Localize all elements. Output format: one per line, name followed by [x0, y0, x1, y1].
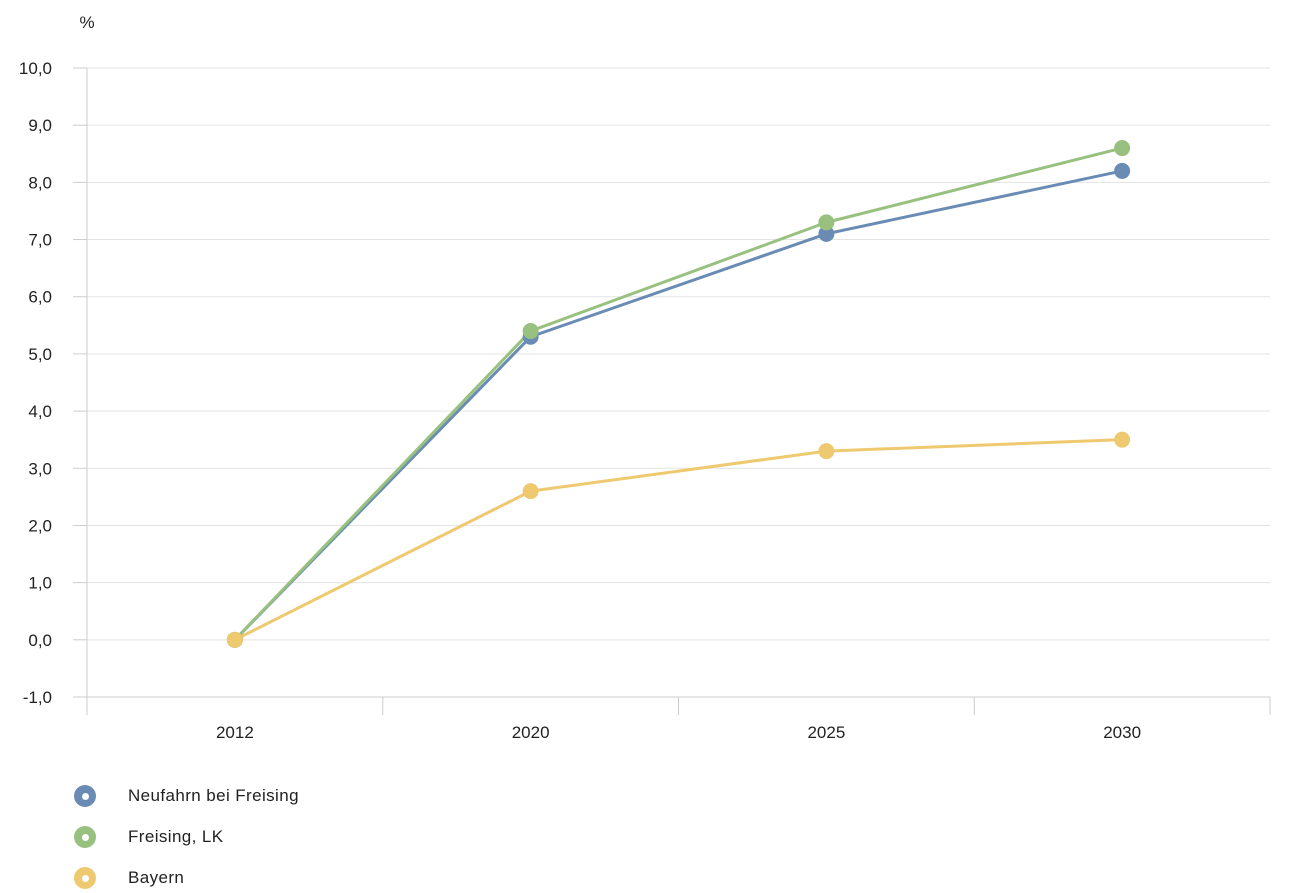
legend-marker-icon [74, 867, 96, 889]
y-tick-label: -1,0 [23, 688, 52, 707]
series-line [233, 146, 1124, 642]
legend-label: Bayern [128, 868, 185, 887]
x-tick-label: 2030 [1103, 723, 1141, 742]
y-tick-label: 3,0 [28, 459, 52, 478]
x-tick-label: 2012 [216, 723, 254, 742]
series-line [233, 438, 1124, 642]
series-line [233, 169, 1124, 642]
legend: Neufahrn bei Freising Freising, LK Bayern [74, 782, 299, 892]
y-tick-label: 4,0 [28, 402, 52, 421]
series-lines [233, 146, 1124, 642]
legend-marker-icon [74, 785, 96, 807]
data-point [522, 483, 539, 500]
y-tick-label: 8,0 [28, 173, 52, 192]
data-point [818, 443, 835, 460]
x-tick-label: 2020 [512, 723, 550, 742]
legend-label: Neufahrn bei Freising [128, 786, 299, 805]
data-points [226, 140, 1131, 648]
data-point [818, 214, 835, 231]
y-tick-label: 7,0 [28, 231, 52, 250]
axis-labels: -1,0 0,0 1,0 2,0 3,0 4,0 5,0 6,0 7,0 8,0 9,0 10,0 20… [19, 13, 1141, 742]
data-point [1114, 431, 1131, 448]
legend-item[interactable]: Freising, LK [74, 823, 299, 851]
y-axis-label: % [79, 13, 94, 32]
legend-marker-icon [74, 826, 96, 848]
y-tick-label: 0,0 [28, 631, 52, 650]
y-tick-label: 1,0 [28, 574, 52, 593]
data-point [818, 225, 835, 242]
y-tick-label: 10,0 [19, 59, 52, 78]
x-tick-label: 2025 [807, 723, 845, 742]
legend-item[interactable]: Bayern [74, 864, 299, 892]
y-tick-label: 2,0 [28, 516, 52, 535]
legend-label: Freising, LK [128, 827, 224, 846]
data-point [1114, 140, 1131, 157]
y-tick-label: 5,0 [28, 345, 52, 364]
data-point [226, 631, 243, 648]
legend-item[interactable]: Neufahrn bei Freising [74, 782, 299, 810]
grid-lines [87, 67, 1270, 698]
axes [73, 67, 1271, 715]
data-point [522, 323, 539, 340]
y-tick-label: 9,0 [28, 116, 52, 135]
line-chart: -1,0 0,0 1,0 2,0 3,0 4,0 5,0 6,0 7,0 8,0 9,0 10,0 20… [19, 13, 1271, 742]
data-point [1114, 162, 1131, 179]
y-tick-label: 6,0 [28, 288, 52, 307]
